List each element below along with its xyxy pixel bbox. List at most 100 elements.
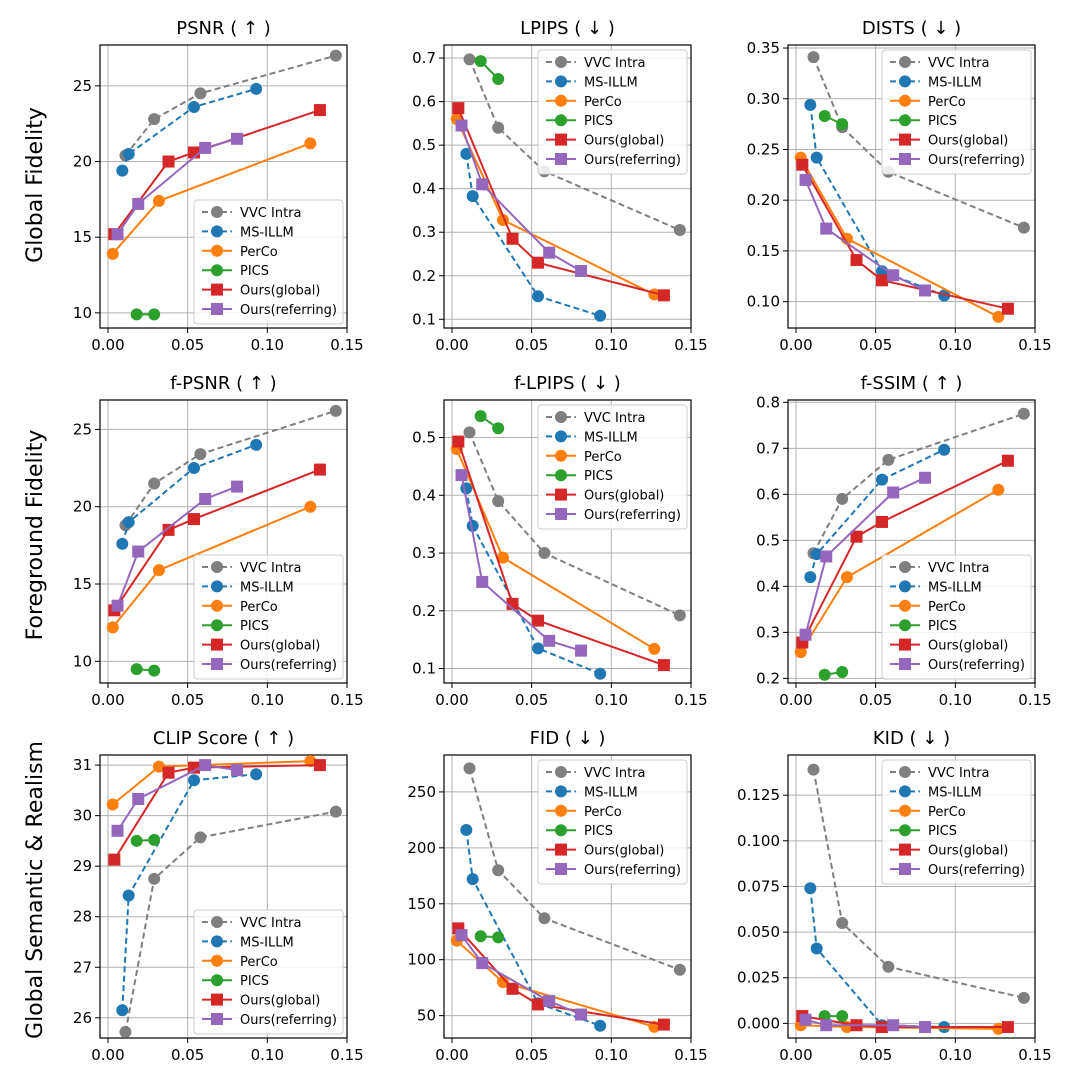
chart-psnr-series-ms-illm-point-1	[122, 147, 135, 160]
chart-lpips-legend-ms-illm-marker	[555, 75, 567, 88]
chart-f-ssim-series-ms-illm-point-0	[804, 571, 817, 584]
chart-f-lpips-legend-ours-referring-marker	[555, 508, 567, 520]
chart-f-ssim-legend-ms-illm-marker	[899, 580, 911, 593]
chart-lpips: 0.00 0.05 0.10 0.15 0.1 0.2 0.3 0.4 0.5 0.6 0.7 LPI…	[412, 18, 708, 354]
chart-fid-series-vvc-intra-point-2	[538, 912, 551, 925]
chart-psnr-series-ours-global-point-1	[162, 155, 175, 168]
chart-psnr-series-vvc-intra-point-2	[194, 87, 207, 100]
chart-kid-x-tick-label-2: 0.10	[939, 1046, 972, 1064]
chart-lpips-series-ms-illm-point-1	[466, 190, 479, 203]
chart-psnr-series-vvc-intra-point-3	[329, 49, 342, 62]
chart-clip-score-series-ms-illm-point-1	[122, 889, 135, 902]
chart-fid-x-tick-label-0: 0.00	[435, 1046, 468, 1064]
chart-fid-legend-perco-label: PerCo	[584, 805, 622, 820]
chart-f-lpips-x-tick-label-2: 0.10	[595, 691, 628, 709]
chart-kid-series-ours-referring-point-0	[799, 1013, 812, 1026]
chart-clip-score-legend-ours-global-marker	[211, 993, 223, 1006]
chart-psnr-series-vvc-intra-line	[124, 54, 337, 157]
chart-kid: 0.00 0.05 0.10 0.15 0.000 0.025 0.050 0.075 0.10…	[737, 728, 1052, 1064]
chart-f-psnr-series-ours-global-point-3	[313, 463, 326, 476]
chart-f-psnr-series-ours-referring-point-0	[111, 599, 124, 612]
chart-f-psnr-legend-perco-label: PerCo	[240, 600, 278, 615]
chart-f-lpips-series-ours-referring-point-1	[476, 575, 489, 588]
chart-lpips-series-pics-point-1	[492, 72, 505, 85]
chart-clip-score-series-vvc-intra-line	[124, 810, 336, 1033]
chart-f-ssim-legend-ours-global-marker	[899, 638, 911, 651]
chart-fid-y-tick-label-2: 150	[407, 895, 436, 913]
chart-clip-score-x-tick-label-1: 0.05	[171, 1046, 204, 1064]
chart-f-psnr-series-ours-global-point-2	[188, 513, 201, 526]
chart-f-psnr-series-perco-point-0	[106, 621, 119, 634]
chart-kid-series-ms-illm-point-1	[810, 942, 823, 955]
chart-f-ssim-legend-ours-global-label: Ours(global)	[928, 639, 1008, 654]
chart-psnr-x-tick-label-0: 0.00	[91, 336, 124, 354]
chart-clip-score-y-tick-label-3: 29	[73, 857, 92, 875]
chart-dists-legend-pics-label: PICS	[928, 114, 957, 129]
chart-f-psnr-y-tick-label-2: 20	[73, 498, 92, 516]
chart-psnr-legend-vvc-intra-marker	[211, 206, 223, 218]
chart-fid-series-pics-point-0	[474, 930, 487, 943]
chart-dists-series-ours-global-point-1	[850, 254, 863, 267]
chart-psnr-legend-pics-label: PICS	[240, 264, 269, 279]
chart-dists-series-ms-illm-point-1	[810, 151, 823, 164]
chart-dists-y-tick-label-2: 0.20	[747, 191, 780, 209]
chart-f-psnr-legend-pics-label: PICS	[240, 619, 269, 634]
chart-f-ssim-series-ms-illm-point-2	[876, 473, 889, 486]
chart-kid-series-vvc-intra-line	[812, 769, 1025, 999]
chart-kid-legend-ms-illm-label: MS-ILLM	[928, 785, 982, 800]
chart-lpips-series-vvc-intra-point-0	[463, 53, 476, 66]
chart-f-ssim-legend-ours-referring-label: Ours(referring)	[928, 658, 1025, 673]
chart-kid-y-tick-label-0: 0.000	[737, 1014, 780, 1032]
chart-kid-series-ours-global-point-2	[876, 1021, 889, 1034]
chart-psnr-legend-ms-illm-marker	[211, 225, 223, 238]
chart-lpips-legend-ms-illm-label: MS-ILLM	[584, 75, 638, 90]
chart-dists-legend-perco-marker	[899, 94, 911, 107]
chart-dists-legend-ms-illm-marker	[899, 75, 911, 88]
chart-psnr-legend-ours-referring-marker	[211, 303, 223, 315]
chart-kid-x-tick-label-0: 0.00	[779, 1046, 812, 1064]
chart-f-lpips-series-ms-illm-point-3	[594, 667, 607, 680]
chart-f-psnr-title: f-PSNR ( ↑ )	[170, 373, 276, 394]
chart-clip-score-y-tick-label-4: 30	[73, 807, 92, 825]
chart-f-psnr-series-ms-illm-line	[121, 443, 257, 545]
chart-f-ssim-series-ours-referring-point-2	[887, 486, 900, 499]
chart-fid-legend-ours-global-marker	[555, 843, 567, 856]
chart-lpips-series-ours-global-point-1	[506, 232, 519, 245]
chart-psnr-legend: VVC Intra MS-ILLM PerCo PICS Ours(global) Our…	[193, 199, 344, 325]
chart-fid-legend-ours-referring-marker	[555, 863, 567, 875]
chart-f-ssim-series-ours-referring-line	[804, 476, 926, 635]
chart-f-ssim-series-perco-point-0	[794, 646, 807, 659]
chart-f-psnr-series-vvc-intra-point-1	[148, 477, 161, 490]
chart-fid-legend-ours-global-label: Ours(global)	[584, 844, 664, 859]
chart-psnr-y-tick-label-0: 10	[73, 304, 92, 322]
chart-dists-legend-ours-global-label: Ours(global)	[928, 134, 1008, 149]
chart-lpips-x-tick-label-2: 0.10	[595, 336, 628, 354]
chart-f-psnr-x-tick-label-2: 0.10	[251, 691, 284, 709]
chart-fid-series-ours-global-line	[457, 927, 665, 1026]
chart-fid-series-pics-point-1	[492, 931, 505, 944]
chart-psnr-series-perco-point-1	[152, 194, 165, 207]
chart-psnr-series-ours-referring-point-3	[231, 132, 244, 145]
chart-lpips-legend-perco-marker	[555, 94, 567, 107]
chart-f-lpips-title: f-LPIPS ( ↓ )	[514, 373, 621, 394]
chart-f-lpips-series-ours-referring-point-3	[575, 644, 588, 657]
chart-f-lpips-legend-pics-label: PICS	[584, 469, 613, 484]
chart-f-ssim-legend-vvc-intra-label: VVC Intra	[928, 561, 989, 576]
chart-lpips-y-tick-label-3: 0.4	[412, 180, 436, 198]
chart-kid-legend-ours-global-label: Ours(global)	[928, 844, 1008, 859]
chart-f-psnr-y-tick-label-0: 10	[73, 652, 92, 670]
chart-kid-series-ms-illm-line	[809, 888, 945, 1028]
chart-dists-x-tick-label-2: 0.10	[939, 336, 972, 354]
chart-dists-legend-ours-referring-marker	[899, 153, 911, 165]
chart-f-ssim-y-tick-label-1: 0.3	[756, 623, 780, 641]
chart-fid-series-ours-referring-point-1	[476, 957, 489, 970]
chart-fid-series-ms-illm-line	[465, 829, 601, 1027]
row-labels: Global Fidelity Foreground Fidelity Glob…	[23, 107, 48, 1039]
chart-clip-score-legend-perco-label: PerCo	[240, 955, 278, 970]
chart-fid-series-ours-referring-point-0	[455, 929, 468, 942]
chart-f-ssim-series-perco-point-1	[840, 571, 853, 584]
chart-f-ssim-legend-ms-illm-label: MS-ILLM	[928, 580, 982, 595]
chart-dists-series-vvc-intra-line	[812, 56, 1025, 229]
chart-f-ssim-y-tick-label-5: 0.7	[756, 439, 780, 457]
chart-f-lpips-series-vvc-intra-point-3	[673, 609, 686, 622]
